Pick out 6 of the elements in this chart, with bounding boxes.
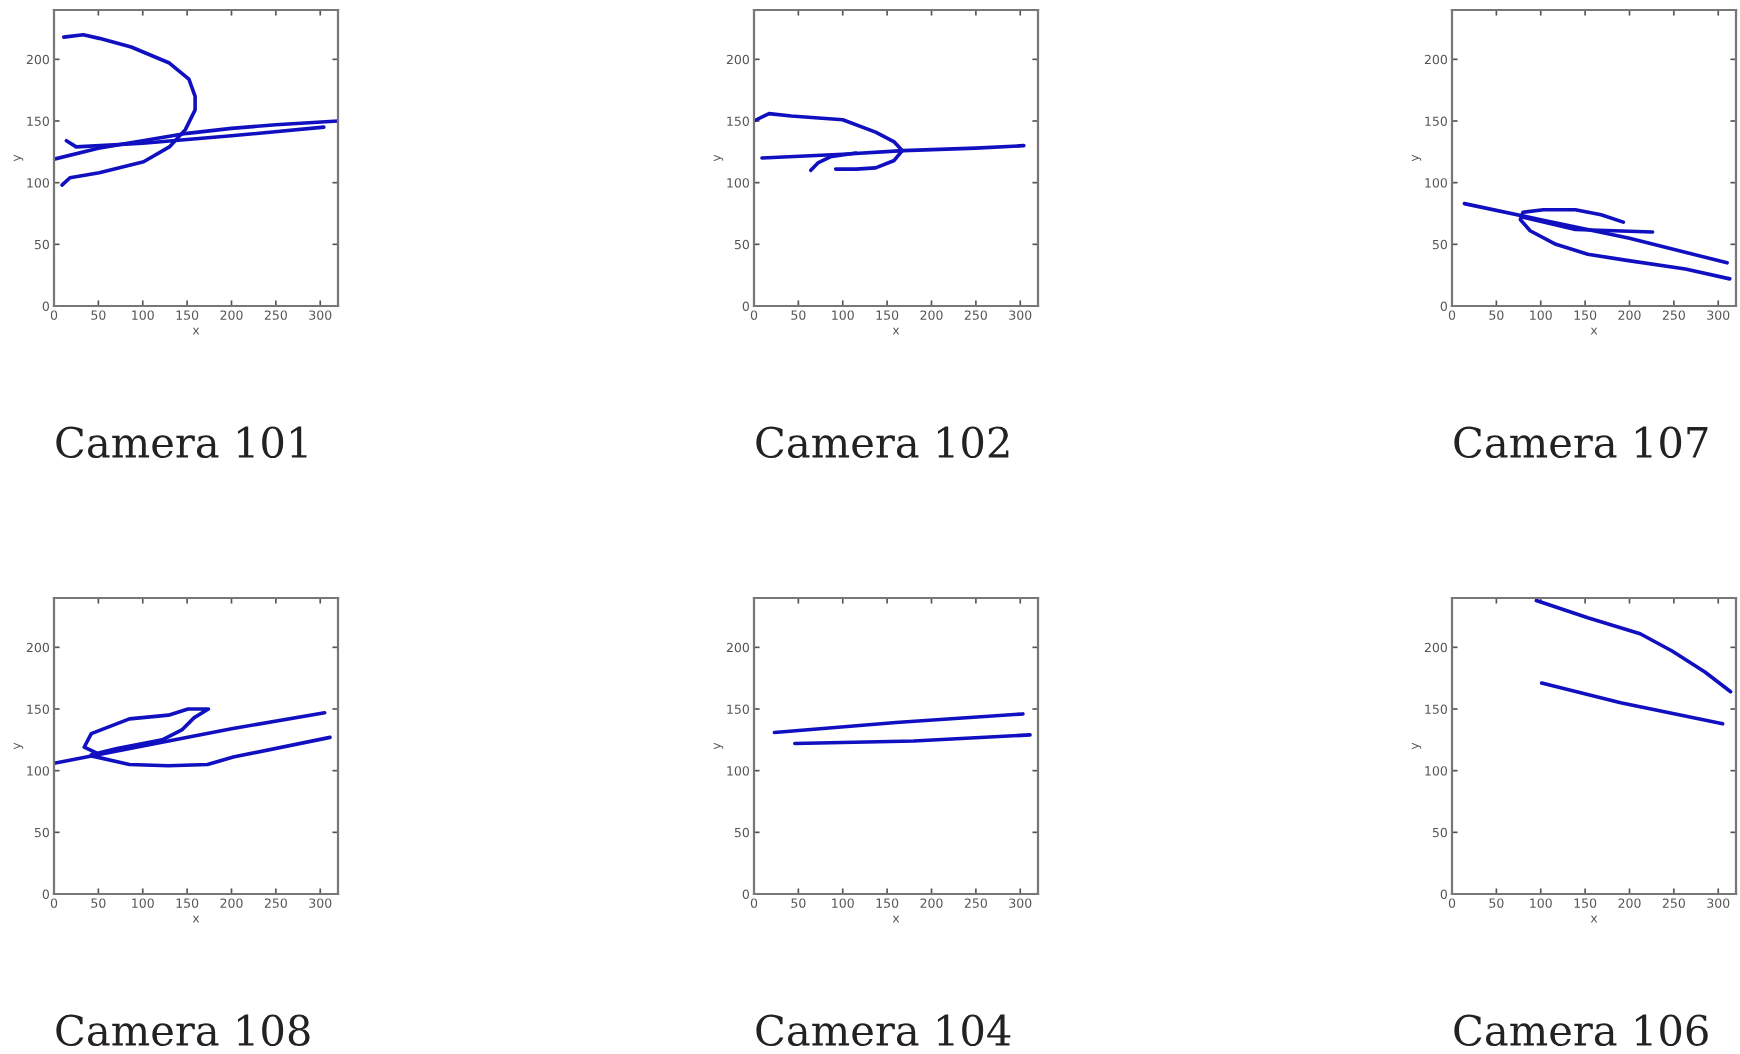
text: Camera 102	[756, 426, 1009, 459]
text: Camera 107	[1454, 426, 1708, 459]
text: Camera 104	[756, 1014, 1011, 1047]
text: Camera 101	[56, 426, 307, 459]
text: Camera 108	[56, 1014, 310, 1047]
text: Camera 106	[1454, 1014, 1708, 1047]
